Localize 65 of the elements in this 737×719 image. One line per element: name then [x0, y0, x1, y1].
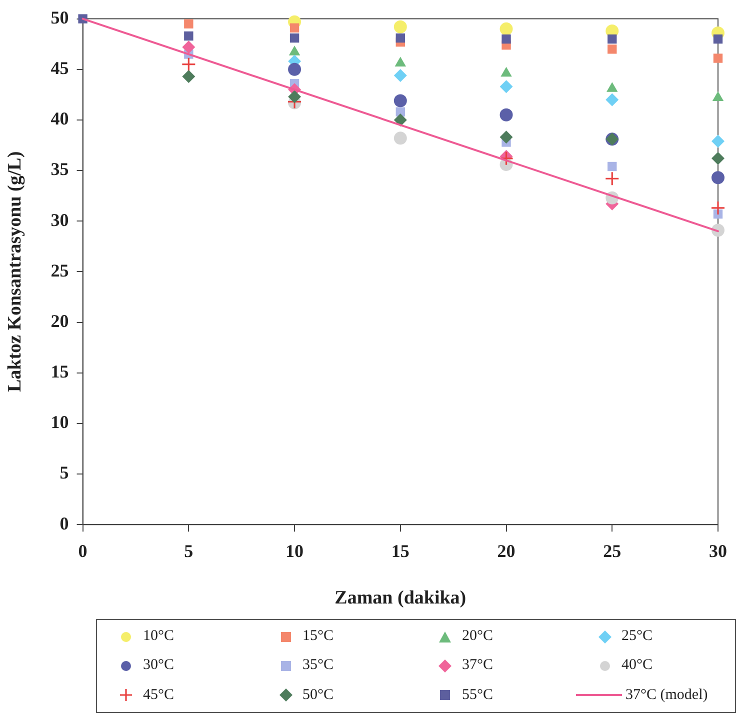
point: [712, 134, 724, 148]
point: [608, 34, 617, 44]
x-tick-label: 25: [603, 541, 622, 562]
y-tick-label: 30: [50, 210, 69, 230]
x-tick-label: 10: [286, 541, 304, 562]
point: [608, 44, 617, 54]
legend-label: 50°C: [302, 686, 334, 704]
y-tick-label: 10: [50, 412, 69, 432]
y-tick-label: 15: [50, 362, 69, 382]
point: [182, 70, 196, 83]
legend-label: 25°C: [622, 628, 653, 646]
point: [500, 22, 513, 36]
point: [710, 200, 726, 216]
point: [712, 171, 724, 184]
point: [500, 80, 513, 94]
x-tick-label: 30: [709, 541, 727, 562]
y-tick-label: 5: [60, 462, 69, 483]
legend-label: 37°C (model): [626, 686, 708, 704]
point: [500, 108, 513, 122]
point: [502, 34, 511, 44]
point: [498, 151, 514, 166]
legend-label: 37°C: [462, 657, 494, 674]
legend-label: 45°C: [143, 686, 174, 704]
legend-label: 40°C: [622, 657, 653, 674]
legend-label: 10°C: [143, 628, 174, 646]
point: [712, 152, 724, 165]
y-tick-label: 20: [50, 310, 69, 331]
point: [396, 33, 405, 43]
point: [394, 56, 406, 67]
point: [604, 171, 620, 186]
y-tick-label: 40: [50, 108, 69, 129]
y-tick-label: 50: [50, 7, 69, 28]
legend-label: 15°C: [302, 628, 334, 646]
y-tick-label: 35: [50, 159, 69, 180]
point: [713, 34, 723, 44]
legend-label: 35°C: [302, 657, 334, 674]
legend-label: 30°C: [143, 657, 174, 674]
point: [606, 93, 619, 106]
point: [500, 130, 513, 144]
point: [184, 19, 194, 28]
x-tick-label: 20: [497, 541, 516, 562]
point: [394, 68, 407, 82]
point: [608, 162, 617, 172]
point: [394, 132, 407, 145]
point: [394, 94, 407, 108]
point: [290, 23, 300, 32]
x-axis-title: Zaman (dakika): [334, 588, 466, 609]
x-tick-label: 5: [184, 541, 194, 562]
x-tick-label: 0: [78, 541, 88, 562]
y-axis-title: Laktoz Konsantrasyonu (g/L): [4, 151, 26, 392]
point: [290, 33, 300, 43]
y-tick-label: 45: [50, 58, 69, 78]
point: [181, 57, 196, 72]
y-tick-label: 25: [50, 260, 69, 280]
x-tick-label: 15: [391, 541, 410, 562]
point: [713, 54, 723, 63]
point: [394, 113, 407, 126]
point: [182, 40, 196, 54]
legend-label: 55°C: [462, 686, 494, 704]
point: [394, 20, 407, 34]
y-tick-label: 0: [60, 513, 69, 534]
legend-label: 20°C: [462, 628, 494, 646]
point: [288, 90, 302, 104]
point: [184, 31, 194, 41]
point: [288, 62, 302, 76]
